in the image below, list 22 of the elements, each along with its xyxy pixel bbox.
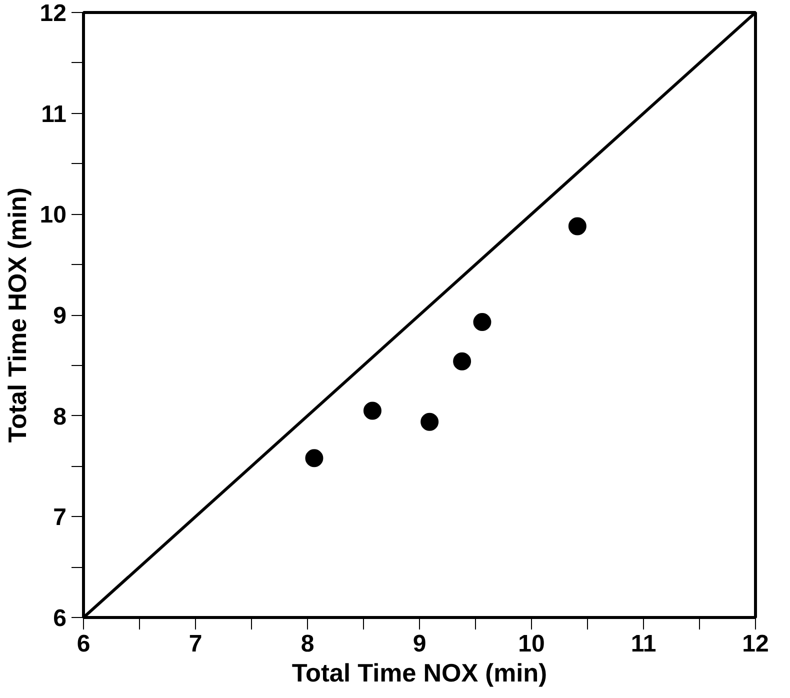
y-tick-label: 6 <box>53 605 67 632</box>
x-tick-label: 8 <box>300 630 314 658</box>
x-tick-label: 6 <box>76 630 90 658</box>
point <box>453 352 472 370</box>
x-tick-label: 9 <box>412 630 426 658</box>
x-tick-label: 12 <box>742 630 769 658</box>
y-tick-label: 10 <box>40 202 67 229</box>
y-tick-label: 7 <box>53 504 67 532</box>
y-tick-label: 11 <box>41 100 67 128</box>
x-tick-label: 11 <box>630 630 656 658</box>
y-tick-label: 8 <box>53 403 67 430</box>
x-axis-title: Total Time NOX (min) <box>292 660 548 688</box>
point <box>305 449 324 468</box>
point <box>568 217 586 236</box>
point <box>473 313 492 332</box>
point <box>420 412 439 431</box>
y-tick-label: 9 <box>53 302 67 330</box>
x-tick-label: 10 <box>518 630 545 658</box>
point <box>363 402 382 420</box>
x-tick-label: 7 <box>188 630 202 658</box>
y-tick-label: 12 <box>40 0 67 27</box>
y-axis-title: Total Time HOX (min) <box>4 187 32 443</box>
